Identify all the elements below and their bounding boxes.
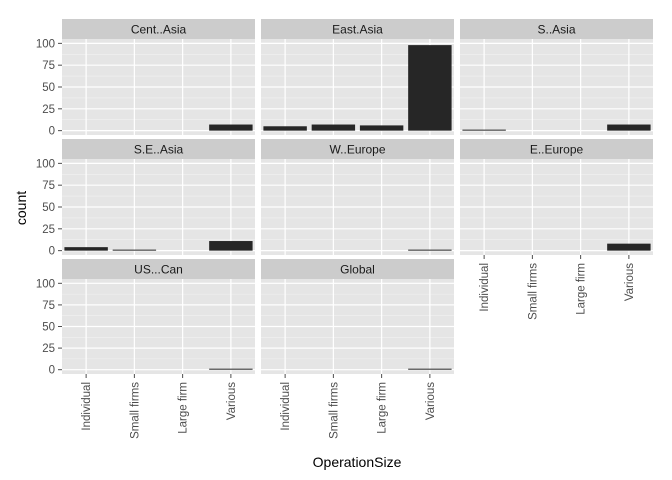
facet-panel: S.E..Asia [62, 139, 255, 255]
facet-panel: W..Europe [261, 139, 454, 255]
y-tick-label: 75 [42, 60, 55, 72]
y-tick-label: 50 [42, 322, 55, 334]
facet-panel: US...Can [62, 259, 255, 374]
bar [462, 129, 506, 131]
facet-panel: East.Asia [261, 19, 454, 135]
y-tick-label: 25 [42, 104, 55, 116]
bar [359, 125, 404, 131]
bar [408, 368, 452, 370]
facet-panel: E..Europe [460, 139, 653, 255]
strip-label: E..Europe [530, 143, 584, 157]
strip-label: Cent..Asia [131, 23, 187, 37]
facet-panels: Cent..Asia East.Asia S..Asia S.E..Asia W..Eu… [62, 19, 653, 374]
bar [311, 124, 356, 131]
bar [112, 249, 157, 251]
strip-label: Global [340, 263, 375, 277]
x-tick-label: Large firm [576, 263, 588, 315]
bar [408, 45, 452, 131]
y-tick-label: 100 [36, 158, 55, 170]
strip-label: S..Asia [537, 23, 575, 37]
y-tick-label: 0 [49, 126, 55, 138]
y-tick-label: 75 [42, 300, 55, 312]
x-tick-label: Individual [81, 382, 93, 431]
axes: 0 25 50 75 100 0 25 50 75 100 0 25 50 75 100 Individual… [36, 38, 636, 439]
y-axis-title: count [13, 191, 29, 225]
x-tick-label: Large firm [377, 382, 389, 434]
x-axis-title: OperationSize [313, 454, 402, 470]
y-tick-label: 75 [42, 180, 55, 192]
x-tick-label: Various [425, 382, 437, 420]
y-tick-label: 0 [49, 246, 55, 258]
bar [209, 368, 253, 370]
x-tick-label: Large firm [178, 382, 190, 434]
y-tick-label: 100 [36, 38, 55, 50]
facet-panel: Global [261, 259, 454, 374]
strip-background [460, 139, 653, 159]
facet-panel: Cent..Asia [62, 19, 255, 135]
y-tick-label: 50 [42, 82, 55, 94]
facet-panel: S..Asia [460, 19, 653, 135]
x-tick-label: Various [624, 263, 636, 301]
strip-background [261, 19, 454, 39]
strip-background [261, 139, 454, 159]
strip-background [62, 19, 255, 39]
y-tick-label: 50 [42, 202, 55, 214]
bar [263, 126, 307, 131]
strip-label: S.E..Asia [134, 143, 184, 157]
strip-label: W..Europe [329, 143, 385, 157]
strip-background [261, 259, 454, 279]
bar [64, 247, 108, 251]
strip-label: US...Can [134, 263, 183, 277]
y-tick-label: 25 [42, 224, 55, 236]
strip-background [460, 19, 653, 39]
y-tick-label: 0 [49, 365, 55, 377]
bar [209, 241, 253, 251]
y-tick-label: 25 [42, 343, 55, 355]
x-tick-label: Individual [479, 263, 491, 312]
x-tick-label: Small firms [527, 263, 539, 320]
x-tick-label: Various [226, 382, 238, 420]
x-tick-label: Individual [280, 382, 292, 431]
strip-background [62, 259, 255, 279]
bar [408, 249, 452, 251]
bar [607, 243, 651, 251]
bar [607, 124, 651, 131]
x-tick-label: Small firms [129, 382, 141, 439]
strip-background [62, 139, 255, 159]
strip-label: East.Asia [332, 23, 383, 37]
y-tick-label: 100 [36, 278, 55, 290]
bar [209, 124, 253, 131]
x-tick-label: Small firms [328, 382, 340, 439]
